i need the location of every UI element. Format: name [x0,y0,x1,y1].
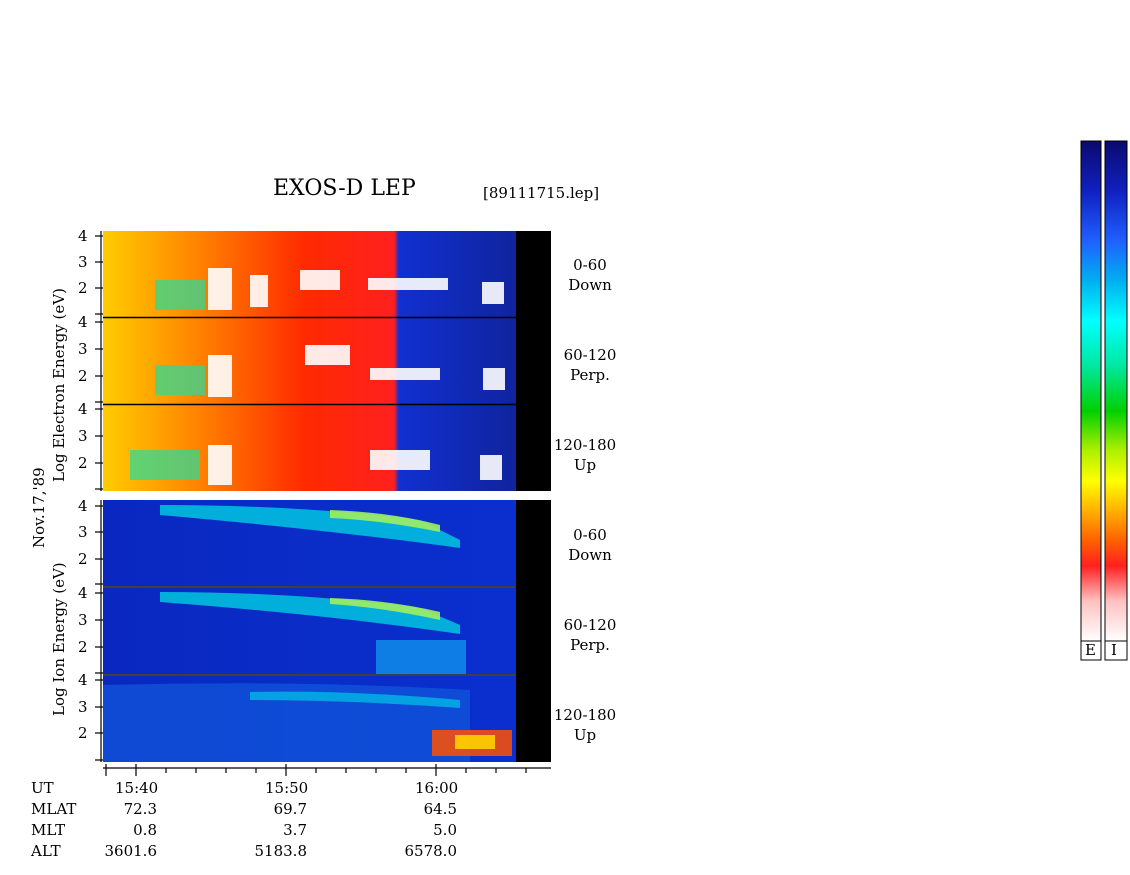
y-tick: 3 [78,698,88,716]
electron-bright-patches [208,268,505,485]
y-tick: 2 [78,367,88,385]
colorbar-electron-label: E [1085,641,1096,659]
electron-panel-2-label: 60-120 Perp. [563,346,617,384]
electron-data-gap [516,231,551,491]
date-label: Nov.17,'89 [30,467,48,548]
ion-data-gap [516,500,551,762]
y-tick: 2 [78,279,88,297]
y-tick: 3 [78,253,88,271]
y-axis-ticks [95,231,103,762]
colorbar-ion-label: I [1111,641,1117,659]
electron-block [103,231,551,491]
electron-panel-1-label: 0-60 Down [568,256,612,294]
y-tick: 4 [78,671,88,689]
y-tick: 4 [78,227,88,245]
mlat-value: 64.5 [423,800,457,818]
mlat-value: 72.3 [123,800,157,818]
ut-value: 16:00 [415,779,459,797]
alt-label: ALT [31,842,61,860]
alt-value: 5183.8 [254,842,308,860]
mlt-value: 3.7 [283,821,307,839]
y-tick: 4 [78,497,88,515]
ut-value: 15:40 [115,779,159,797]
ut-value: 15:50 [265,779,309,797]
y-tick: 2 [78,724,88,742]
ion-panel-3-label: 120-180 Up [553,706,617,744]
ion-energy-label: Log Ion Energy (eV) [50,562,68,716]
y-tick: 4 [78,584,88,602]
mlat-value: 69.7 [273,800,307,818]
electron-panel-3-label: 120-180 Up [553,436,617,474]
y-tick: 4 [78,400,88,418]
file-label: [89111715.lep] [483,184,600,202]
ion-features [103,505,512,762]
y-tick: 3 [78,523,88,541]
y-tick: 2 [78,638,88,656]
y-tick: 3 [78,427,88,445]
y-tick: 4 [78,313,88,331]
mlt-value: 5.0 [433,821,457,839]
mlt-label: MLT [31,821,66,839]
mlat-label: MLAT [31,800,77,818]
colorbar-ion [1104,140,1128,661]
chart-title: EXOS-D LEP [273,176,416,201]
alt-value: 6578.0 [404,842,458,860]
y-tick: 3 [78,340,88,358]
ion-block [103,500,551,762]
colorbar-electron [1080,140,1102,661]
ion-panel-2-label: 60-120 Perp. [563,616,617,654]
ion-panel-1-label: 0-60 Down [568,526,612,564]
ut-label: UT [31,779,54,797]
electron-green-band [130,280,205,480]
y-tick: 3 [78,611,88,629]
electron-energy-label: Log Electron Energy (eV) [50,288,68,482]
y-tick: 2 [78,454,88,472]
y-tick: 2 [78,550,88,568]
alt-value: 3601.6 [104,842,158,860]
mlt-value: 0.8 [133,821,157,839]
x-axis [103,764,551,776]
